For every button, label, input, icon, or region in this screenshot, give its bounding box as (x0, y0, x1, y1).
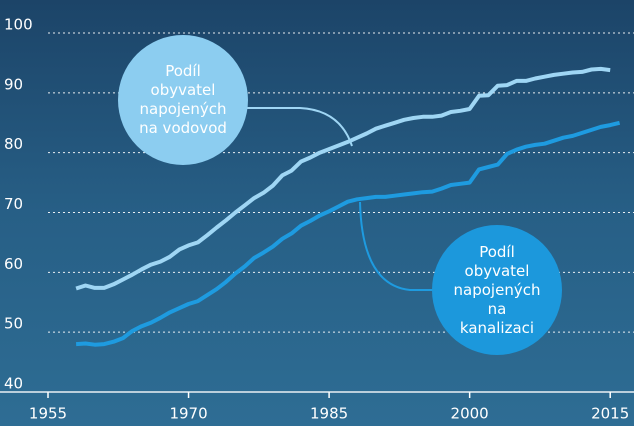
x-tick-label: 1985 (310, 405, 348, 423)
y-tick-label: 80 (4, 135, 23, 153)
y-tick-label: 40 (4, 375, 23, 393)
x-tick-label: 2000 (451, 405, 489, 423)
y-tick-label: 100 (4, 16, 33, 34)
x-tick-label: 2015 (591, 405, 629, 423)
y-tick-label: 70 (4, 195, 23, 213)
x-tick-label: 1955 (29, 405, 67, 423)
x-tick-label: 1970 (169, 405, 207, 423)
page: 40 50 60 70 80 90 100 1955 1970 1985 2000 2015 Podí… (0, 0, 634, 426)
label-sewer: Podíl obyvatel napojených na kanalizaci (432, 225, 562, 355)
label-water: Podíl obyvatel napojených na vodovod (118, 35, 248, 165)
y-tick-label: 60 (4, 255, 23, 273)
y-tick-label: 50 (4, 315, 23, 333)
y-tick-label: 90 (4, 75, 23, 93)
chart: 40 50 60 70 80 90 100 1955 1970 1985 2000 2015 (0, 0, 634, 426)
